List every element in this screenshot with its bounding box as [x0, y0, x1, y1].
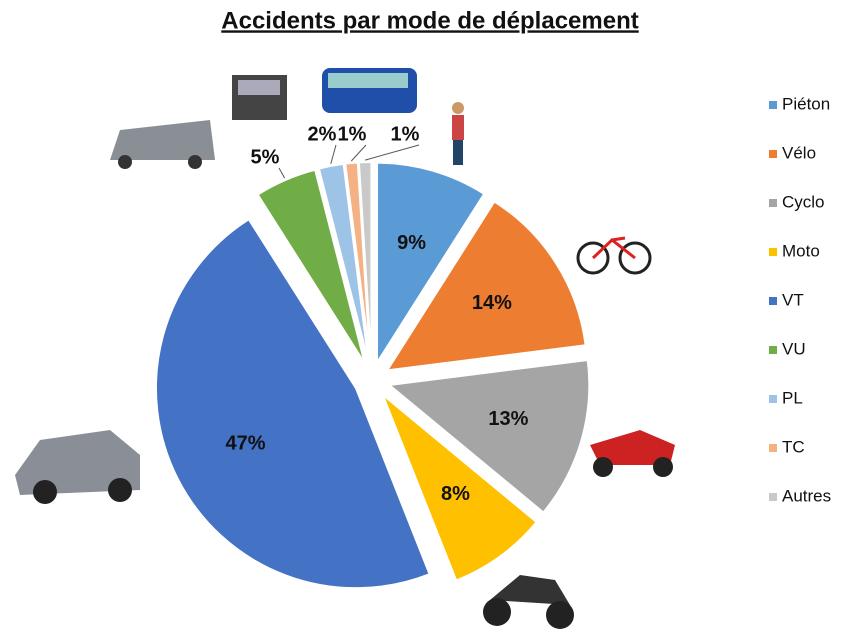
bike-icon: [578, 238, 650, 273]
legend-swatch: [769, 395, 777, 403]
legend-label: TC: [782, 437, 805, 456]
leader-line: [331, 145, 336, 164]
data-label: 14%: [472, 292, 512, 314]
person-icon: [452, 102, 464, 165]
data-label: 2%: [308, 123, 337, 145]
legend-swatch: [769, 346, 777, 354]
data-label: 1%: [338, 123, 367, 145]
legend-label: PL: [782, 388, 803, 407]
data-label: 1%: [391, 123, 420, 145]
data-label: 8%: [441, 483, 470, 505]
data-label: 9%: [397, 232, 426, 254]
legend-label: Vélo: [782, 143, 816, 162]
legend-swatch: [769, 199, 777, 207]
bus-icon: [322, 68, 417, 113]
data-label: 47%: [225, 433, 265, 455]
legend-swatch: [769, 444, 777, 452]
legend-label: Autres: [782, 486, 831, 505]
leader-line: [365, 145, 419, 160]
scooter-icon: [590, 430, 675, 477]
motorcycle-icon: [483, 575, 574, 629]
car-icon: [15, 430, 140, 504]
chart: Accidents par mode de déplacement 9% 14% 1…: [0, 0, 852, 639]
legend-swatch: [769, 493, 777, 501]
legend-label: Piéton: [782, 94, 830, 113]
truck-icon: [232, 75, 287, 120]
leader-line: [279, 168, 285, 178]
data-label: 5%: [251, 146, 280, 168]
legend-label: Moto: [782, 241, 820, 260]
legend-swatch: [769, 248, 777, 256]
legend-swatch: [769, 297, 777, 305]
chart-title: Accidents par mode de déplacement: [221, 7, 638, 34]
legend-label: VU: [782, 339, 806, 358]
leader-line: [351, 145, 366, 161]
data-label: 13%: [488, 408, 528, 430]
legend-swatch: [769, 101, 777, 109]
legend-label: VT: [782, 290, 804, 309]
van-icon: [110, 120, 215, 169]
legend-label: Cyclo: [782, 192, 825, 211]
legend-swatch: [769, 150, 777, 158]
